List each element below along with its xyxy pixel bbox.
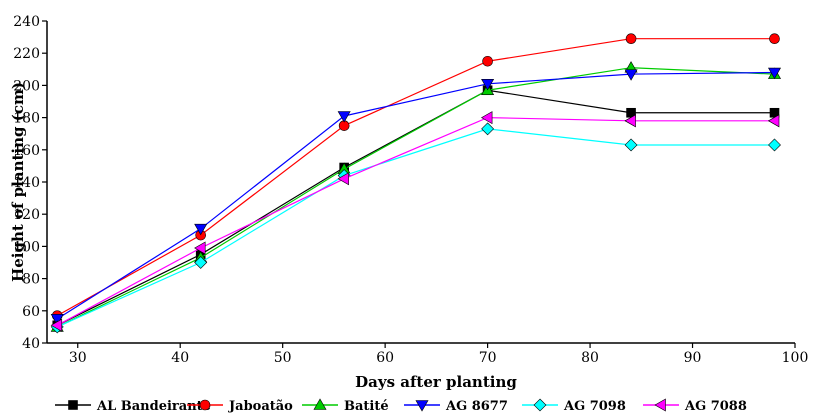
- data-point: [50, 314, 64, 326]
- data-point: [624, 69, 638, 81]
- series-line: [56, 116, 775, 326]
- legend-label: Batité: [344, 399, 389, 413]
- x-tick-label: 30: [69, 350, 87, 366]
- legend-label: AG 7088: [684, 399, 747, 413]
- legend-item: Jaboatão: [187, 399, 293, 413]
- data-point: [624, 138, 638, 152]
- x-axis-title: Days after planting: [355, 373, 517, 391]
- series-line: [56, 71, 775, 320]
- series-line: [56, 89, 775, 326]
- series-5: [50, 111, 780, 332]
- legend-item: AG 8677: [404, 399, 508, 413]
- series-3: [50, 67, 782, 326]
- series-line: [57, 128, 775, 328]
- data-point: [767, 67, 782, 80]
- data-point: [769, 33, 780, 45]
- x-tick-label: 70: [479, 350, 497, 366]
- data-point: [767, 114, 780, 128]
- legend-label: AG 7098: [563, 399, 626, 413]
- data-point: [481, 122, 495, 136]
- x-axis-ticks: 30 40 50 60 70 80 90 100: [69, 343, 809, 366]
- data-point: [625, 33, 637, 45]
- y-axis-title: Height of planting (cm): [9, 82, 27, 282]
- y-tick-label: 100: [13, 239, 40, 255]
- legend-item: AL Bandeirante: [55, 399, 211, 413]
- y-tick-label: 40: [22, 336, 40, 352]
- data-point: [482, 55, 493, 67]
- data-point: [194, 256, 208, 269]
- legend-swatch-marker: [68, 400, 78, 410]
- y-tick-label: 200: [13, 78, 40, 94]
- y-tick-label: 220: [13, 46, 40, 62]
- y-tick-label: 60: [22, 304, 40, 320]
- legend: AL Bandeirante Jaboatão Batité AG 8677 AG 70…: [55, 398, 747, 413]
- x-tick-label: 40: [171, 350, 189, 366]
- series-4: [50, 122, 781, 334]
- series-line: [56, 38, 775, 317]
- y-tick-label: 240: [13, 14, 40, 30]
- y-tick-label: 80: [22, 272, 40, 288]
- data-point: [194, 241, 206, 255]
- data-point: [337, 111, 351, 123]
- legend-swatch-marker: [313, 398, 327, 410]
- data-point: [768, 138, 781, 152]
- legend-item: Batité: [302, 398, 389, 413]
- legend-swatch-marker: [415, 400, 429, 412]
- legend-item: AG 7088: [643, 398, 747, 413]
- legend-item: AG 7098: [522, 398, 626, 413]
- series-layer: [50, 33, 782, 334]
- data-point: [480, 111, 493, 125]
- legend-swatch-marker: [654, 398, 666, 412]
- y-tick-label: 120: [13, 207, 40, 223]
- y-tick-label: 140: [13, 175, 40, 191]
- plot-frame: [46, 21, 795, 344]
- series-2: [50, 61, 782, 332]
- data-point: [481, 78, 495, 91]
- series-line: [56, 67, 775, 328]
- legend-swatch-marker: [533, 398, 547, 412]
- data-point: [337, 172, 349, 186]
- legend-label: Jaboatão: [228, 399, 293, 413]
- x-tick-label: 50: [274, 350, 292, 366]
- y-tick-label: 180: [13, 111, 40, 127]
- y-tick-label: 160: [13, 143, 40, 159]
- data-point: [50, 318, 63, 332]
- legend-label: AG 8677: [445, 399, 508, 413]
- x-tick-label: 90: [684, 350, 702, 366]
- x-tick-label: 100: [782, 350, 809, 366]
- data-point: [194, 223, 208, 236]
- series-0: [52, 85, 780, 331]
- legend-label: AL Bandeirante: [96, 399, 211, 413]
- legend-swatch-marker: [199, 399, 211, 411]
- y-axis-ticks: 40 60 80 100 120 140 160 180 200 220 240: [13, 14, 47, 352]
- series-1: [51, 33, 780, 321]
- x-tick-label: 60: [376, 350, 394, 366]
- data-point: [624, 114, 636, 128]
- x-tick-label: 80: [581, 350, 599, 366]
